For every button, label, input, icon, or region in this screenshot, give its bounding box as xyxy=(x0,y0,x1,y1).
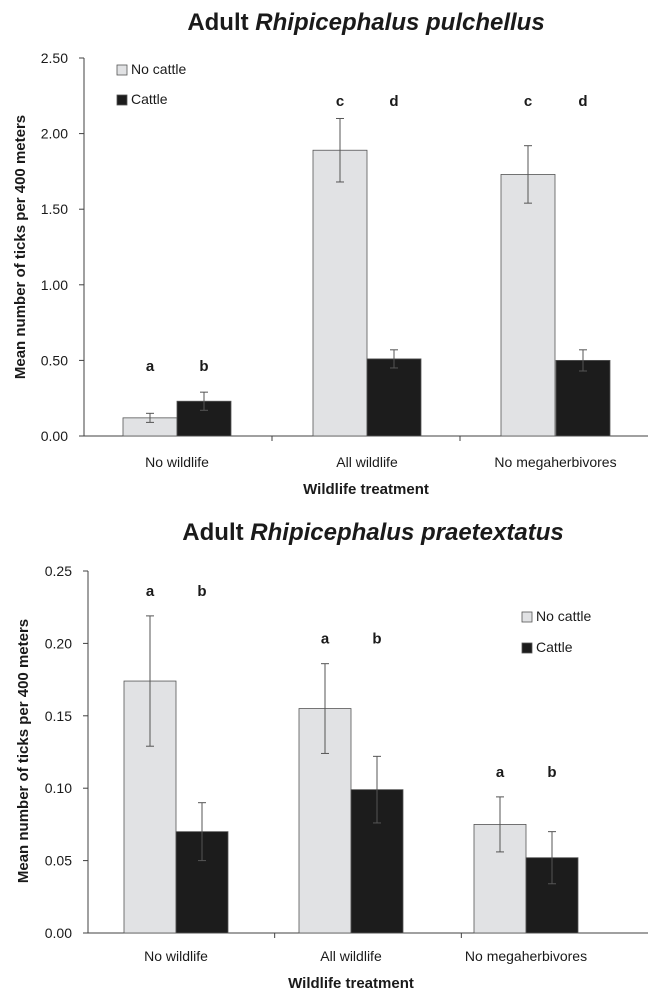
chart-1-significance-letter: b xyxy=(199,358,208,375)
chart-2-category-label: No wildlife xyxy=(144,948,208,964)
chart-1-bar-no-cattle xyxy=(500,174,556,437)
chart-1-y-tick-label: 0.00 xyxy=(41,428,68,444)
chart-1-title-species: Rhipicephalus pulchellus xyxy=(255,9,544,36)
chart-1-category-label: All wildlife xyxy=(336,454,398,470)
chart-2-legend-label: Cattle xyxy=(536,639,573,655)
chart-2-title: Adult Rhipicephalus praetextatus xyxy=(182,519,563,546)
chart-2-y-tick-label: 0.20 xyxy=(45,635,72,651)
chart-1-category-label: No wildlife xyxy=(145,454,209,470)
chart-1-significance-letter: c xyxy=(524,93,532,110)
chart-1-bar-no-cattle xyxy=(312,149,368,437)
chart-1-bar-cattle xyxy=(555,359,611,437)
chart-1-category-label: No megaherbivores xyxy=(494,454,616,470)
chart-2-legend-label: No cattle xyxy=(536,608,591,624)
chart-1-significance-letter: a xyxy=(146,358,155,375)
chart-1-significance-letter: d xyxy=(578,93,587,110)
chart-1-y-tick-label: 1.00 xyxy=(41,277,68,293)
chart-1-legend-label: Cattle xyxy=(131,91,168,107)
chart-2-y-tick-label: 0.15 xyxy=(45,708,72,724)
chart-2-legend-swatch-cattle xyxy=(521,642,533,654)
chart-2-y-tick-label: 0.05 xyxy=(45,853,72,869)
chart-1-legend-swatch-no-cattle xyxy=(116,64,128,76)
chart-2-y-tick-label: 0.10 xyxy=(45,780,72,796)
chart-2-plot-area: 0.00 0.05 0.10 0.15 0.20 0.25 No wildlife All w… xyxy=(45,563,648,964)
chart-2-significance-letter: b xyxy=(197,583,206,600)
chart-2-significance-letter: b xyxy=(372,631,381,648)
chart-1-significance-letter: c xyxy=(336,93,344,110)
chart-1-plot-area: 0.00 0.50 1.00 1.50 2.00 2.50 No wildlife All w… xyxy=(41,50,648,470)
chart-2-y-tick-label: 0.25 xyxy=(45,563,72,579)
chart-2-significance-letter: a xyxy=(321,631,330,648)
chart-1-legend-swatch-cattle xyxy=(116,94,128,106)
chart-2-title-species: Rhipicephalus praetextatus xyxy=(250,519,563,546)
chart-1-title-prefix: Adult xyxy=(187,9,255,36)
chart-2-y-tick-label: 0.00 xyxy=(45,925,72,941)
chart-1-y-tick-label: 1.50 xyxy=(41,201,68,217)
chart-1-bar-cattle xyxy=(366,358,422,437)
chart-2-x-axis-label: Wildlife treatment xyxy=(288,975,414,992)
chart-1-y-tick-label: 2.00 xyxy=(41,126,68,142)
chart-2-title-prefix: Adult xyxy=(182,519,250,546)
chart-2-significance-letter: b xyxy=(547,764,556,781)
chart-2-significance-letter: a xyxy=(496,764,505,781)
chart-1-legend-label: No cattle xyxy=(131,61,186,77)
chart-2-legend-swatch-no-cattle xyxy=(521,611,533,623)
chart-1-y-axis-label: Mean number of ticks per 400 meters xyxy=(12,115,29,379)
chart-2-significance-letter: a xyxy=(146,583,155,600)
chart-1-significance-letter: d xyxy=(389,93,398,110)
chart-2-category-label: All wildlife xyxy=(320,948,382,964)
chart-1-y-tick-label: 2.50 xyxy=(41,50,68,66)
chart-2: Adult Rhipicephalus praetextatus Wildlif… xyxy=(15,519,648,992)
chart-2-category-label: No megaherbivores xyxy=(465,948,587,964)
chart-1-title: Adult Rhipicephalus pulchellus xyxy=(187,9,544,36)
chart-1: Adult Rhipicephalus pulchellus Wildlife … xyxy=(12,9,648,498)
chart-1-x-axis-label: Wildlife treatment xyxy=(303,481,429,498)
chart-1-y-tick-label: 0.50 xyxy=(41,352,68,368)
chart-2-y-axis-label: Mean number of ticks per 400 meters xyxy=(15,619,32,883)
